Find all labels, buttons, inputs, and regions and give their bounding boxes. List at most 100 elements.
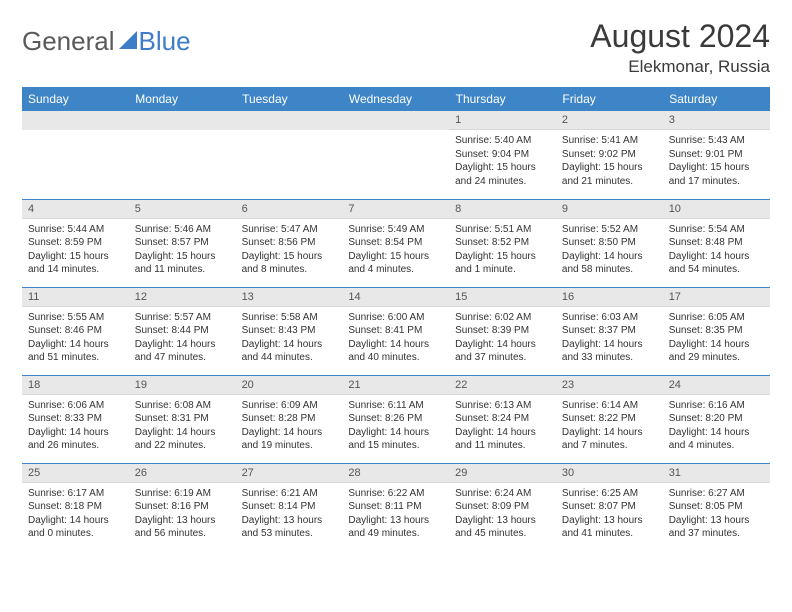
calendar-table: Sunday Monday Tuesday Wednesday Thursday… — [22, 87, 770, 551]
header-wednesday: Wednesday — [342, 87, 449, 111]
calendar-cell: 3Sunrise: 5:43 AMSunset: 9:01 PMDaylight… — [663, 111, 770, 199]
day-number: 10 — [663, 200, 770, 219]
day-number: 15 — [449, 288, 556, 307]
calendar-cell: 27Sunrise: 6:21 AMSunset: 8:14 PMDayligh… — [236, 463, 343, 551]
calendar-week: 18Sunrise: 6:06 AMSunset: 8:33 PMDayligh… — [22, 375, 770, 463]
day-number: 4 — [22, 200, 129, 219]
logo: General Blue — [22, 26, 191, 57]
calendar-cell: 24Sunrise: 6:16 AMSunset: 8:20 PMDayligh… — [663, 375, 770, 463]
calendar-cell: 25Sunrise: 6:17 AMSunset: 8:18 PMDayligh… — [22, 463, 129, 551]
day-number: 20 — [236, 376, 343, 395]
day-details: Sunrise: 5:46 AMSunset: 8:57 PMDaylight:… — [129, 219, 236, 281]
day-details: Sunrise: 6:03 AMSunset: 8:37 PMDaylight:… — [556, 307, 663, 369]
calendar-cell: 16Sunrise: 6:03 AMSunset: 8:37 PMDayligh… — [556, 287, 663, 375]
header-saturday: Saturday — [663, 87, 770, 111]
day-number: 12 — [129, 288, 236, 307]
day-details: Sunrise: 5:52 AMSunset: 8:50 PMDaylight:… — [556, 219, 663, 281]
calendar-cell: 11Sunrise: 5:55 AMSunset: 8:46 PMDayligh… — [22, 287, 129, 375]
day-number: 13 — [236, 288, 343, 307]
calendar-cell: 26Sunrise: 6:19 AMSunset: 8:16 PMDayligh… — [129, 463, 236, 551]
calendar-cell: 6Sunrise: 5:47 AMSunset: 8:56 PMDaylight… — [236, 199, 343, 287]
day-header-row: Sunday Monday Tuesday Wednesday Thursday… — [22, 87, 770, 111]
day-details: Sunrise: 6:05 AMSunset: 8:35 PMDaylight:… — [663, 307, 770, 369]
calendar-cell: 8Sunrise: 5:51 AMSunset: 8:52 PMDaylight… — [449, 199, 556, 287]
calendar-week: 1Sunrise: 5:40 AMSunset: 9:04 PMDaylight… — [22, 111, 770, 199]
day-number: 7 — [342, 200, 449, 219]
day-number: 28 — [342, 464, 449, 483]
day-details: Sunrise: 6:08 AMSunset: 8:31 PMDaylight:… — [129, 395, 236, 457]
day-details: Sunrise: 6:25 AMSunset: 8:07 PMDaylight:… — [556, 483, 663, 545]
calendar-cell: 17Sunrise: 6:05 AMSunset: 8:35 PMDayligh… — [663, 287, 770, 375]
calendar-cell: 1Sunrise: 5:40 AMSunset: 9:04 PMDaylight… — [449, 111, 556, 199]
day-number: 14 — [342, 288, 449, 307]
calendar-week: 4Sunrise: 5:44 AMSunset: 8:59 PMDaylight… — [22, 199, 770, 287]
logo-text-general: General — [22, 26, 115, 57]
header-thursday: Thursday — [449, 87, 556, 111]
day-number: 19 — [129, 376, 236, 395]
day-number: 5 — [129, 200, 236, 219]
day-details: Sunrise: 5:47 AMSunset: 8:56 PMDaylight:… — [236, 219, 343, 281]
day-details: Sunrise: 5:51 AMSunset: 8:52 PMDaylight:… — [449, 219, 556, 281]
day-details: Sunrise: 5:40 AMSunset: 9:04 PMDaylight:… — [449, 130, 556, 192]
day-number: 11 — [22, 288, 129, 307]
header: General Blue August 2024 Elekmonar, Russ… — [22, 18, 770, 77]
day-number: 25 — [22, 464, 129, 483]
day-details: Sunrise: 5:43 AMSunset: 9:01 PMDaylight:… — [663, 130, 770, 192]
header-friday: Friday — [556, 87, 663, 111]
calendar-cell: 21Sunrise: 6:11 AMSunset: 8:26 PMDayligh… — [342, 375, 449, 463]
calendar-cell: 29Sunrise: 6:24 AMSunset: 8:09 PMDayligh… — [449, 463, 556, 551]
logo-triangle-icon — [119, 31, 137, 49]
calendar-cell — [129, 111, 236, 199]
calendar-cell: 9Sunrise: 5:52 AMSunset: 8:50 PMDaylight… — [556, 199, 663, 287]
header-tuesday: Tuesday — [236, 87, 343, 111]
calendar-cell: 14Sunrise: 6:00 AMSunset: 8:41 PMDayligh… — [342, 287, 449, 375]
calendar-cell: 4Sunrise: 5:44 AMSunset: 8:59 PMDaylight… — [22, 199, 129, 287]
day-details: Sunrise: 5:57 AMSunset: 8:44 PMDaylight:… — [129, 307, 236, 369]
empty-day-band — [342, 111, 449, 130]
calendar-cell: 7Sunrise: 5:49 AMSunset: 8:54 PMDaylight… — [342, 199, 449, 287]
month-title: August 2024 — [590, 18, 770, 55]
day-number: 21 — [342, 376, 449, 395]
logo-text-blue: Blue — [139, 26, 191, 57]
calendar-week: 25Sunrise: 6:17 AMSunset: 8:18 PMDayligh… — [22, 463, 770, 551]
calendar-cell: 5Sunrise: 5:46 AMSunset: 8:57 PMDaylight… — [129, 199, 236, 287]
day-details: Sunrise: 6:21 AMSunset: 8:14 PMDaylight:… — [236, 483, 343, 545]
calendar-cell: 10Sunrise: 5:54 AMSunset: 8:48 PMDayligh… — [663, 199, 770, 287]
calendar-cell: 22Sunrise: 6:13 AMSunset: 8:24 PMDayligh… — [449, 375, 556, 463]
day-number: 3 — [663, 111, 770, 130]
day-number: 23 — [556, 376, 663, 395]
calendar-cell — [22, 111, 129, 199]
empty-day-band — [129, 111, 236, 130]
day-number: 27 — [236, 464, 343, 483]
calendar-cell — [236, 111, 343, 199]
day-details: Sunrise: 6:22 AMSunset: 8:11 PMDaylight:… — [342, 483, 449, 545]
day-details: Sunrise: 6:16 AMSunset: 8:20 PMDaylight:… — [663, 395, 770, 457]
calendar-cell: 18Sunrise: 6:06 AMSunset: 8:33 PMDayligh… — [22, 375, 129, 463]
calendar-cell: 28Sunrise: 6:22 AMSunset: 8:11 PMDayligh… — [342, 463, 449, 551]
day-details: Sunrise: 6:19 AMSunset: 8:16 PMDaylight:… — [129, 483, 236, 545]
day-details: Sunrise: 6:13 AMSunset: 8:24 PMDaylight:… — [449, 395, 556, 457]
day-details: Sunrise: 6:27 AMSunset: 8:05 PMDaylight:… — [663, 483, 770, 545]
day-number: 16 — [556, 288, 663, 307]
calendar-cell: 19Sunrise: 6:08 AMSunset: 8:31 PMDayligh… — [129, 375, 236, 463]
day-details: Sunrise: 5:54 AMSunset: 8:48 PMDaylight:… — [663, 219, 770, 281]
day-details: Sunrise: 6:11 AMSunset: 8:26 PMDaylight:… — [342, 395, 449, 457]
day-details: Sunrise: 6:17 AMSunset: 8:18 PMDaylight:… — [22, 483, 129, 545]
day-number: 6 — [236, 200, 343, 219]
header-monday: Monday — [129, 87, 236, 111]
day-details: Sunrise: 6:06 AMSunset: 8:33 PMDaylight:… — [22, 395, 129, 457]
day-number: 2 — [556, 111, 663, 130]
empty-day-band — [236, 111, 343, 130]
day-details: Sunrise: 5:55 AMSunset: 8:46 PMDaylight:… — [22, 307, 129, 369]
day-details: Sunrise: 6:02 AMSunset: 8:39 PMDaylight:… — [449, 307, 556, 369]
calendar-cell — [342, 111, 449, 199]
header-sunday: Sunday — [22, 87, 129, 111]
day-number: 31 — [663, 464, 770, 483]
calendar-cell: 2Sunrise: 5:41 AMSunset: 9:02 PMDaylight… — [556, 111, 663, 199]
day-number: 24 — [663, 376, 770, 395]
day-number: 29 — [449, 464, 556, 483]
empty-day-band — [22, 111, 129, 130]
day-details: Sunrise: 6:00 AMSunset: 8:41 PMDaylight:… — [342, 307, 449, 369]
calendar-cell: 12Sunrise: 5:57 AMSunset: 8:44 PMDayligh… — [129, 287, 236, 375]
day-details: Sunrise: 5:44 AMSunset: 8:59 PMDaylight:… — [22, 219, 129, 281]
